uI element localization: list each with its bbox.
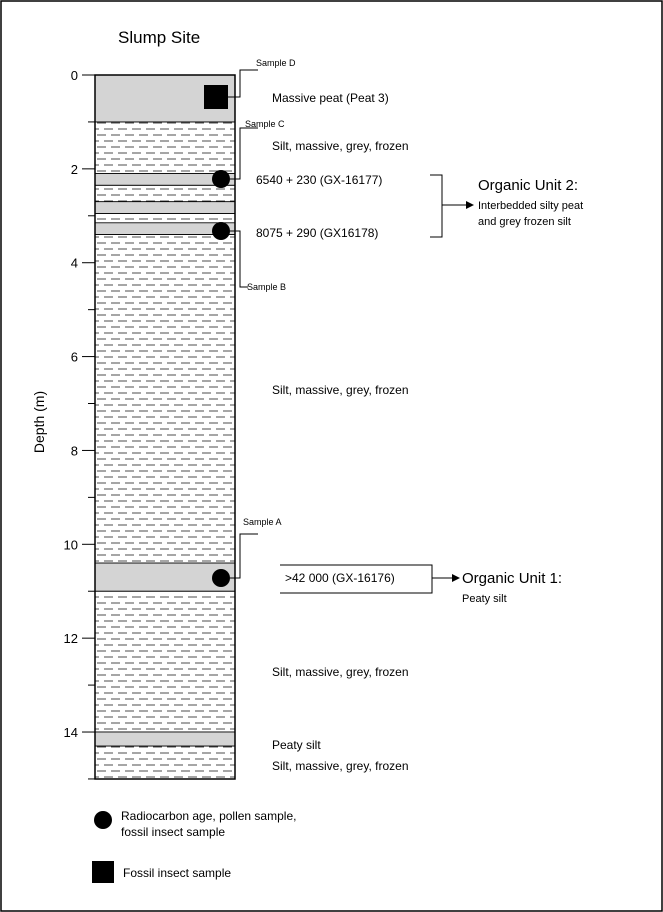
sample-c-circle-marker (212, 170, 230, 188)
age-sample-c: 6540 + 230 (GX-16177) (256, 173, 382, 187)
legend-circle-line2: fossil insect sample (121, 825, 225, 839)
layer-silt (94, 590, 236, 733)
figure-title: Slump Site (118, 28, 200, 47)
organic-unit-1-bracket (280, 564, 460, 594)
tick-label: 6 (71, 350, 78, 365)
unit2-title: Organic Unit 2: (478, 177, 578, 194)
sample-d-square-marker (204, 85, 228, 109)
sample-d: Sample D (204, 58, 296, 109)
desc-peat3: Massive peat (Peat 3) (272, 91, 389, 105)
layer-silt (94, 213, 236, 224)
sample-a-circle-marker (212, 569, 230, 587)
sample-b: Sample B (212, 222, 286, 292)
unit1-line1: Peaty silt (462, 593, 507, 605)
sample-d-label: Sample D (256, 58, 296, 68)
tick-label: 2 (71, 162, 78, 177)
legend-square-icon (92, 861, 114, 883)
legend-circle-icon (94, 811, 112, 829)
layer-silt (94, 121, 236, 174)
legend-circle-line1: Radiocarbon age, pollen sample, (121, 809, 296, 823)
tick-label: 4 (71, 256, 78, 271)
desc-peaty-silt: Peaty silt (272, 738, 321, 752)
tick-label: 14 (64, 725, 78, 740)
arrow-head-icon (466, 201, 474, 209)
legend-square-label: Fossil insect sample (123, 866, 231, 880)
layer-peat (94, 731, 236, 747)
layer-peat (94, 201, 236, 214)
sample-a-leader (230, 533, 258, 579)
tick-label: 8 (71, 443, 78, 458)
sample-a-label: Sample A (243, 517, 282, 527)
tick-label: 10 (64, 537, 78, 552)
unit1-title: Organic Unit 1: (462, 570, 562, 587)
sample-a: Sample A (212, 517, 282, 587)
desc-silt-lower: Silt, massive, grey, frozen (272, 665, 409, 679)
y-axis-ticks: 0 2 4 6 8 10 12 14 (64, 68, 95, 780)
sample-c-label: Sample C (245, 119, 285, 129)
sample-b-label: Sample B (247, 282, 286, 292)
sample-d-leader (228, 69, 258, 98)
unit2-line1: Interbedded silty peat (478, 200, 583, 212)
organic-unit-2-bracket (430, 174, 474, 238)
desc-silt-middle: Silt, massive, grey, frozen (272, 383, 409, 397)
layer-silt (94, 184, 236, 203)
y-axis-label: Depth (m) (31, 391, 47, 453)
age-sample-a: >42 000 (GX-16176) (285, 571, 395, 585)
tick-label: 0 (71, 68, 78, 83)
layer-silt (94, 745, 236, 780)
desc-silt-bottom: Silt, massive, grey, frozen (272, 759, 409, 773)
layer-silt (94, 234, 236, 564)
sample-b-circle-marker (212, 222, 230, 240)
tick-label: 12 (64, 631, 78, 646)
desc-silt-upper: Silt, massive, grey, frozen (272, 139, 409, 153)
sample-c-leader (230, 127, 258, 180)
legend: Radiocarbon age, pollen sample, fossil i… (92, 809, 296, 883)
age-sample-b: 8075 + 290 (GX16178) (256, 226, 378, 240)
unit2-line2: and grey frozen silt (478, 216, 571, 228)
arrow-head-icon (452, 574, 460, 582)
layer-peat (94, 562, 236, 592)
column-outline (94, 74, 236, 780)
sample-b-leader (230, 230, 248, 288)
sample-c: Sample C (212, 119, 285, 188)
